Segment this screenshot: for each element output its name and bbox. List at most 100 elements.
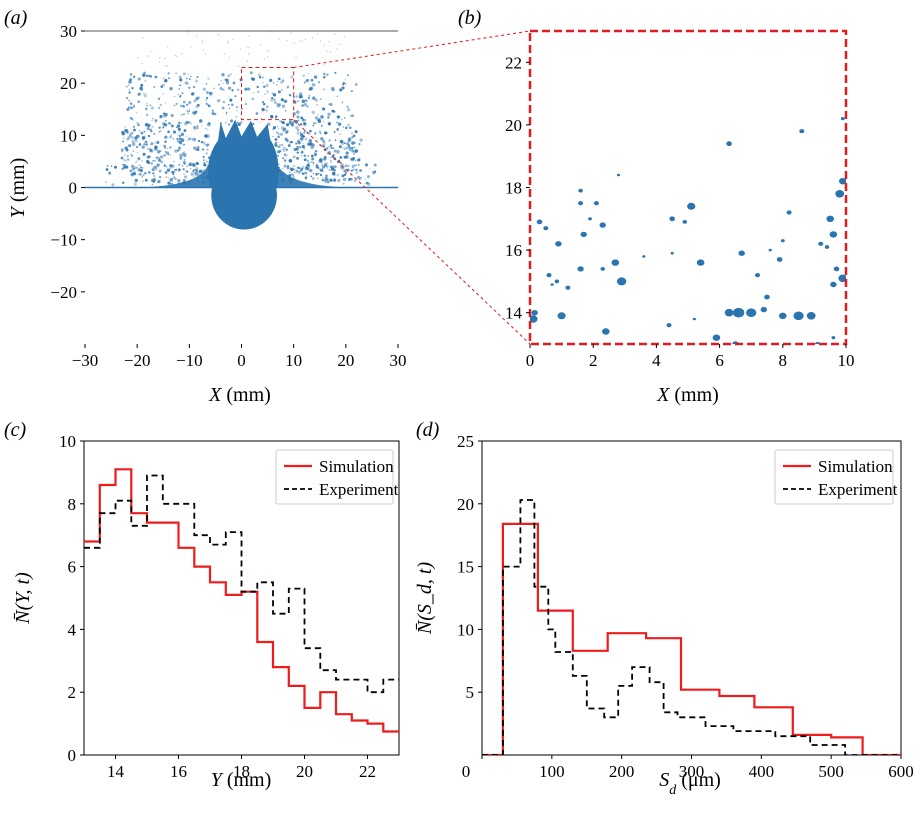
spray-droplet	[158, 157, 160, 159]
spray-droplet	[262, 81, 264, 84]
spray-droplet	[298, 167, 301, 170]
spray-droplet	[227, 86, 232, 90]
spray-droplet	[131, 142, 136, 146]
spray-droplet	[340, 118, 343, 121]
spray-droplet	[282, 128, 286, 133]
spray-droplet	[312, 147, 314, 149]
x-tick-label: 100	[539, 762, 565, 781]
spray-droplet	[342, 163, 344, 166]
spray-droplet	[336, 128, 340, 131]
spray-droplet	[202, 171, 206, 175]
spray-droplet	[319, 40, 321, 42]
spray-droplet	[158, 169, 162, 173]
droplet	[829, 231, 838, 238]
spray-droplet	[125, 129, 129, 133]
spray-droplet	[190, 168, 192, 170]
spray-droplet	[227, 42, 229, 44]
droplet	[616, 277, 627, 286]
spray-droplet	[164, 112, 168, 117]
spray-droplet	[224, 78, 226, 81]
spray-droplet	[350, 90, 353, 93]
y-tick-label: 0	[68, 746, 77, 765]
spray-droplet	[356, 158, 360, 162]
droplet	[642, 255, 646, 258]
spray-droplet	[332, 173, 336, 177]
spray-droplet	[324, 131, 328, 135]
spray-droplet	[128, 89, 130, 91]
spray-droplet	[211, 111, 215, 116]
spray-droplet	[319, 158, 323, 162]
spray-droplet	[153, 133, 156, 135]
spray-droplet	[177, 149, 180, 152]
panel-a-y-label: Y (mm)	[7, 158, 29, 219]
spray-droplet	[272, 169, 275, 172]
spray-droplet	[353, 179, 357, 183]
spray-droplet	[348, 137, 351, 140]
spray-droplet	[267, 56, 269, 58]
spray-droplet	[160, 85, 164, 88]
spray-droplet	[152, 172, 155, 175]
spray-droplet	[127, 106, 130, 109]
droplet	[682, 220, 687, 224]
spray-droplet	[134, 166, 138, 170]
spray-droplet	[151, 183, 154, 186]
spray-droplet	[303, 102, 308, 107]
y-tick-label: 10	[60, 126, 77, 145]
spray-droplet	[131, 140, 135, 143]
spray-droplet	[174, 54, 176, 56]
spray-droplet	[154, 75, 158, 79]
spray-droplet	[155, 121, 156, 123]
spray-droplet	[205, 175, 209, 179]
spray-droplet	[337, 122, 342, 127]
spray-droplet	[130, 153, 132, 156]
spray-droplet	[357, 163, 360, 166]
spray-droplet	[342, 182, 345, 185]
spray-droplet	[186, 103, 189, 106]
spray-droplet	[314, 122, 317, 125]
spray-droplet	[355, 168, 358, 172]
spray-droplet	[222, 100, 226, 104]
spray-droplet	[205, 98, 208, 101]
droplet	[599, 222, 606, 228]
spray-droplet	[174, 177, 177, 180]
spray-droplet	[300, 133, 304, 137]
spray-droplet	[206, 96, 209, 99]
spray-droplet	[178, 75, 182, 79]
spray-droplet	[326, 162, 328, 164]
spray-droplet	[311, 177, 315, 180]
spray-droplet	[200, 177, 203, 179]
spray-droplet	[326, 50, 328, 52]
spray-droplet	[196, 170, 200, 174]
droplet	[815, 341, 821, 344]
x-tick-label: −30	[72, 351, 99, 370]
spray-droplet	[296, 110, 300, 114]
spray-droplet	[164, 140, 167, 143]
droplet	[670, 251, 674, 255]
droplet	[831, 336, 836, 340]
spray-droplet	[296, 128, 300, 132]
spray-droplet	[141, 138, 145, 141]
spray-droplet	[140, 131, 144, 135]
spray-droplet	[202, 169, 205, 172]
spray-droplet	[193, 146, 197, 150]
droplet	[580, 231, 587, 238]
panel-d-x-var: S	[659, 769, 669, 791]
spray-droplet	[193, 147, 195, 149]
spray-droplet	[228, 96, 230, 98]
spray-droplet	[277, 111, 279, 113]
spray-droplet	[298, 92, 303, 96]
spray-droplet	[295, 56, 297, 58]
spray-droplet	[330, 161, 333, 163]
spray-droplet	[203, 172, 206, 175]
spray-droplet	[164, 171, 168, 174]
spray-droplet	[297, 119, 300, 122]
panel-c-x-var: Y	[211, 769, 224, 791]
spray-droplet	[314, 151, 316, 154]
spray-droplet	[158, 175, 162, 179]
spray-droplet	[339, 133, 341, 135]
spray-droplet	[167, 72, 170, 75]
spray-droplet	[343, 173, 347, 177]
spray-droplet	[195, 161, 199, 165]
spray-droplet	[297, 99, 300, 103]
